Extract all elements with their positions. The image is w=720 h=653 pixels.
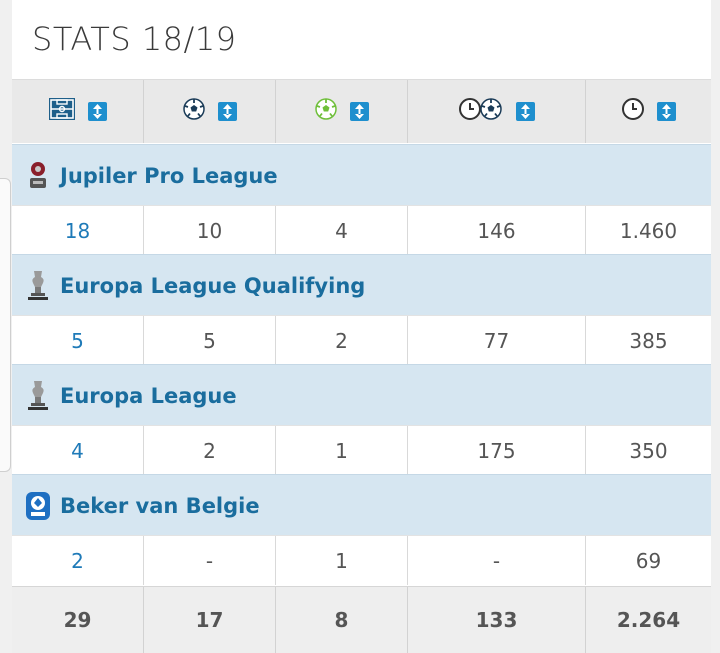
appearances-value[interactable]: 2 xyxy=(12,536,144,585)
totals-row: 29 17 8 133 2.264 xyxy=(12,586,711,653)
total-minutes-played: 2.264 xyxy=(616,608,681,632)
competition-name[interactable]: Beker van Belgie xyxy=(60,493,260,518)
appearances-value[interactable]: 18 xyxy=(12,206,144,255)
minutes-per-goal-value: 175 xyxy=(408,426,586,475)
total-appearances: 29 xyxy=(12,587,144,653)
total-minutes-per-goal: 133 xyxy=(408,587,586,653)
col-goals[interactable] xyxy=(144,80,276,143)
goals-value: 10 xyxy=(144,206,276,255)
goal-ball-icon xyxy=(182,97,206,126)
sort-icon[interactable] xyxy=(218,102,237,121)
table-row: 2 - 1 - 69 xyxy=(12,535,711,585)
minutes-played-value: 69 xyxy=(635,548,662,573)
assist-ball-icon xyxy=(314,97,338,126)
competition-name[interactable]: Europa League Qualifying xyxy=(60,273,366,298)
competition-row[interactable]: Jupiler Pro League xyxy=(12,144,711,206)
beker-van-belgie-logo xyxy=(24,489,52,523)
sort-icon[interactable] xyxy=(88,102,107,121)
appearances-value[interactable]: 4 xyxy=(12,426,144,475)
total-assists: 8 xyxy=(276,587,408,653)
minutes-played-icon xyxy=(621,97,645,126)
table-header xyxy=(12,80,711,143)
minutes-played-value: 1.460 xyxy=(619,218,678,243)
minutes-per-goal-value: 146 xyxy=(408,206,586,255)
stats-card: STATS 18/19 xyxy=(12,0,711,653)
assists-value: 4 xyxy=(276,206,408,255)
minutes-per-goal-value: - xyxy=(408,536,586,585)
col-minutes-played[interactable] xyxy=(586,80,711,143)
page-title: STATS 18/19 xyxy=(32,20,237,58)
jupiler-pro-league-logo xyxy=(24,159,52,193)
minutes-per-goal-icon xyxy=(458,96,504,127)
assists-value: 2 xyxy=(276,316,408,365)
assists-value: 1 xyxy=(276,426,408,475)
sort-icon[interactable] xyxy=(516,102,535,121)
goals-value: - xyxy=(144,536,276,585)
total-goals: 17 xyxy=(144,587,276,653)
pitch-icon xyxy=(48,97,76,126)
goals-value: 5 xyxy=(144,316,276,365)
competition-row[interactable]: Beker van Belgie xyxy=(12,474,711,536)
stats-header: STATS 18/19 xyxy=(12,0,711,80)
competition-row[interactable]: Europa League xyxy=(12,364,711,426)
minutes-played-value: 350 xyxy=(629,438,668,463)
col-appearances[interactable] xyxy=(12,80,144,143)
col-assists[interactable] xyxy=(276,80,408,143)
goals-value: 2 xyxy=(144,426,276,475)
competition-name[interactable]: Europa League xyxy=(60,383,237,408)
minutes-played-value: 385 xyxy=(629,328,668,353)
table-row: 4 2 1 175 350 xyxy=(12,425,711,475)
competition-name[interactable]: Jupiler Pro League xyxy=(60,163,278,188)
europa-league-trophy-logo xyxy=(24,379,52,413)
minutes-per-goal-value: 77 xyxy=(408,316,586,365)
sort-icon[interactable] xyxy=(350,102,369,121)
competition-row[interactable]: Europa League Qualifying xyxy=(12,254,711,316)
europa-league-trophy-logo xyxy=(24,269,52,303)
side-panel-handle[interactable] xyxy=(0,178,11,472)
sort-icon[interactable] xyxy=(657,102,676,121)
assists-value: 1 xyxy=(276,536,408,585)
table-row: 18 10 4 146 1.460 xyxy=(12,205,711,255)
col-minutes-per-goal[interactable] xyxy=(408,80,586,143)
table-row: 5 5 2 77 385 xyxy=(12,315,711,365)
appearances-value[interactable]: 5 xyxy=(12,316,144,365)
